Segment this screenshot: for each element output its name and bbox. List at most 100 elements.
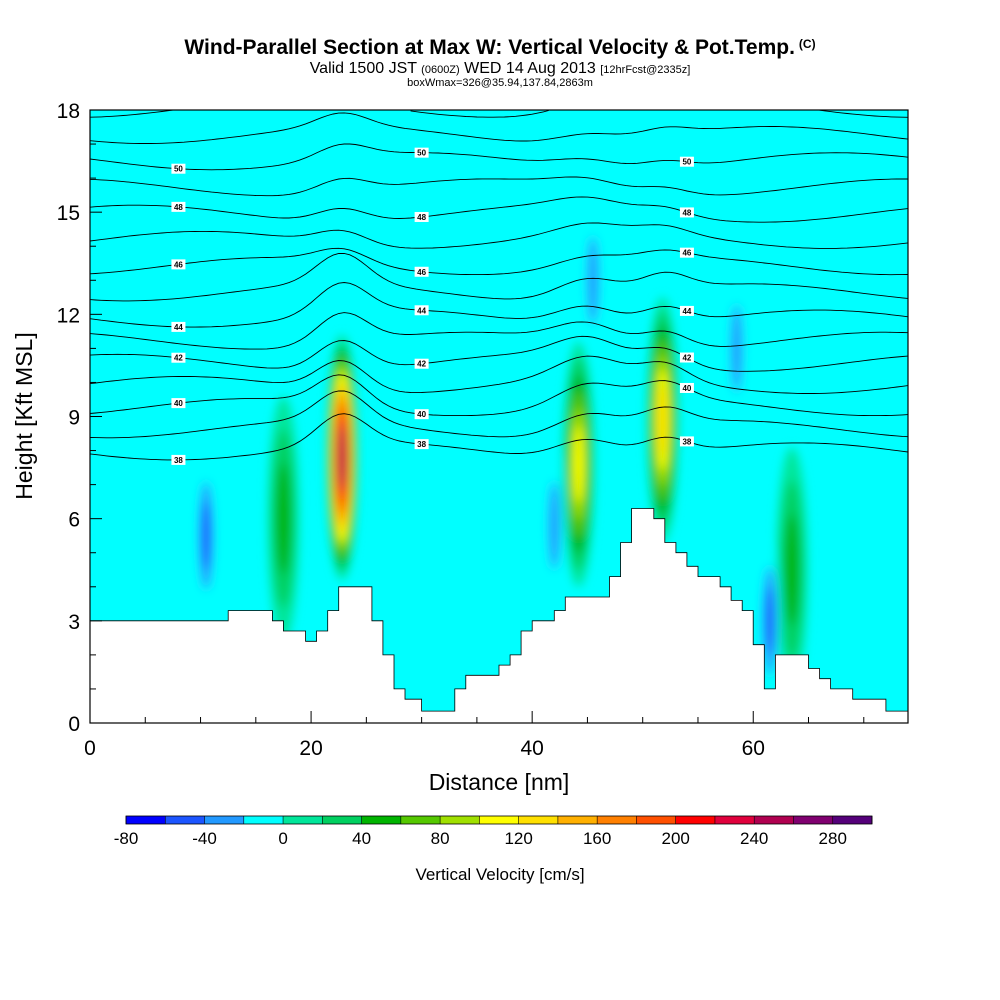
contour-label-bg	[414, 358, 429, 369]
contour-label-bg	[679, 207, 694, 218]
x-tick-label: 20	[299, 737, 322, 760]
contour-label: 40	[414, 409, 429, 420]
y-axis-title: Height [Kft MSL]	[11, 332, 37, 499]
updraft-level	[784, 514, 799, 626]
contour-label: 38	[414, 439, 429, 450]
contour-label-text: 48	[417, 213, 426, 222]
contour-label-bg	[414, 409, 429, 420]
contour-label-bg	[679, 352, 694, 363]
colorbar-swatch	[675, 816, 716, 824]
contour-label: 42	[414, 358, 429, 369]
contour-label-bg	[679, 305, 694, 316]
theta-contour	[90, 110, 908, 118]
contour-label-bg	[414, 305, 429, 316]
y-tick-label: 15	[57, 202, 80, 225]
colorbar-tick-label: 40	[352, 829, 371, 848]
contour-label-bg	[171, 454, 186, 465]
contour-label-text: 38	[417, 440, 426, 449]
contour-label: 50	[679, 156, 694, 167]
y-tick-label: 6	[68, 509, 80, 532]
theta-contour	[90, 374, 908, 417]
contour-label-bg	[414, 211, 429, 222]
contour-label-text: 46	[417, 268, 426, 277]
colorbar-swatch	[518, 816, 559, 824]
downdraft-level	[765, 586, 775, 655]
colorbar-swatch	[322, 816, 362, 824]
contour-label: 44	[171, 321, 186, 332]
contour-label-text: 40	[417, 410, 426, 419]
colorbar-tick-label: 280	[819, 829, 847, 848]
contour-label-text: 44	[417, 306, 426, 315]
x-tick-label: 40	[520, 737, 543, 760]
colorbar-swatch	[557, 816, 598, 824]
x-tick-label: 0	[84, 737, 96, 760]
colorbar-swatch	[832, 816, 873, 824]
colorbar-swatch	[714, 816, 755, 824]
colorbar-swatch	[165, 816, 205, 824]
contour-label-text: 50	[682, 158, 691, 167]
contour-label: 46	[414, 266, 429, 277]
theta-contour	[90, 143, 908, 171]
downdraft-level	[587, 236, 599, 325]
colorbar-tick-label: 200	[661, 829, 689, 848]
colorbar-swatch	[754, 816, 794, 824]
contour-label-text: 46	[174, 260, 183, 269]
pot-temp-contours	[90, 110, 908, 461]
updraft-level	[338, 427, 346, 488]
y-tick-label: 18	[57, 100, 80, 123]
contour-label: 40	[171, 398, 186, 409]
contour-label: 50	[171, 163, 186, 174]
contour-label: 42	[171, 352, 186, 363]
colorbar-tick-label: 80	[431, 829, 450, 848]
theta-contour	[90, 222, 908, 249]
contour-label-text: 40	[682, 384, 691, 393]
colorbar-tick-label: -80	[114, 829, 139, 848]
contour-label-bg	[171, 321, 186, 332]
contour-label-text: 40	[174, 399, 183, 408]
downdraft-level	[201, 501, 211, 570]
contour-label: 48	[414, 211, 429, 222]
chart-subtitle: Valid 1500 JST (0600Z) WED 14 Aug 2013 […	[309, 60, 691, 77]
contour-label-bg	[679, 156, 694, 167]
colorbar-swatch	[479, 816, 519, 824]
colorbar-swatch	[440, 816, 480, 824]
theta-contour	[90, 247, 908, 276]
contour-label: 38	[171, 454, 186, 465]
contour-label-text: 46	[682, 249, 691, 258]
contour-label-text: 38	[682, 437, 691, 446]
y-tick-label: 3	[68, 611, 80, 634]
updraft-level	[276, 463, 291, 575]
contour-label-text: 50	[174, 165, 183, 174]
contour-label: 40	[679, 382, 694, 393]
contour-label-bg	[171, 398, 186, 409]
vertical-velocity-field	[196, 171, 808, 696]
contour-label: 48	[171, 201, 186, 212]
colorbar-swatch	[597, 816, 637, 824]
colorbar-swatch	[636, 816, 676, 824]
colorbar-title: Vertical Velocity [cm/s]	[415, 865, 584, 884]
theta-contour	[90, 252, 908, 302]
theta-contour	[90, 112, 908, 144]
colorbar-tick-label: 120	[504, 829, 532, 848]
contour-label: 46	[171, 259, 186, 270]
contour-label: 50	[414, 147, 429, 158]
contour-label-bg	[171, 352, 186, 363]
contour-label: 44	[414, 305, 429, 316]
theta-contour	[90, 176, 908, 197]
contour-label-bg	[414, 147, 429, 158]
plot-area: 38 38 38 40 40 40 42 42 42 44 44 44 46 46 46 48 48 48 50 50…	[90, 110, 908, 723]
colorbar-swatch	[400, 816, 441, 824]
terrain	[90, 508, 908, 723]
x-tick-label: 60	[742, 737, 765, 760]
theta-contour	[90, 390, 908, 439]
theta-contour	[90, 282, 908, 328]
contour-label-bg	[171, 163, 186, 174]
contour-label-bg	[679, 436, 694, 447]
theta-contour	[90, 312, 908, 350]
colorbar-tick-label: 240	[740, 829, 768, 848]
theta-contour	[90, 335, 908, 372]
downdraft-level	[378, 171, 399, 322]
contour-label-text: 42	[417, 360, 426, 369]
updraft-level	[573, 425, 584, 503]
